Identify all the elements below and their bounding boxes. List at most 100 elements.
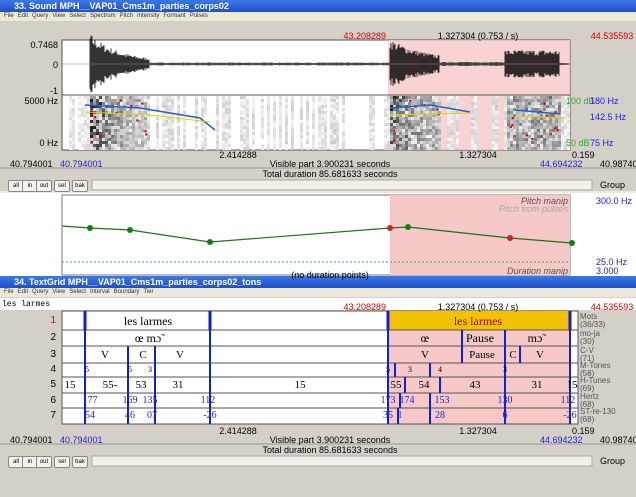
- button[interactable]: sel: [54, 456, 70, 468]
- spectrogram-cell: [108, 141, 111, 144]
- menu-item[interactable]: Interval: [89, 289, 110, 295]
- menu-item[interactable]: Select: [69, 289, 86, 295]
- spectrogram-cell: [201, 135, 204, 138]
- spectrogram-cell: [318, 132, 321, 135]
- text-field[interactable]: [0, 298, 636, 310]
- interval-label: 112: [200, 394, 216, 406]
- button[interactable]: in: [22, 456, 38, 468]
- time: 1.327304 (0.753 / s): [437, 31, 519, 41]
- spectrogram-cell: [108, 120, 111, 123]
- button[interactable]: out: [36, 456, 52, 468]
- menu-item[interactable]: Select: [69, 13, 86, 19]
- spectrogram-cell: [492, 96, 495, 99]
- spectrogram-cell: [519, 99, 522, 102]
- menu-item[interactable]: Intensity: [136, 13, 160, 19]
- spectrogram-cell: [225, 144, 228, 147]
- spectrogram-cell: [126, 117, 129, 120]
- menu-item[interactable]: Query: [32, 289, 49, 295]
- spectrogram-cell: [336, 96, 339, 99]
- spectrogram-cell: [267, 129, 270, 132]
- menu-item[interactable]: Boundary: [113, 289, 140, 295]
- spectrogram-cell: [435, 141, 438, 144]
- spectrogram-cell: [387, 111, 390, 114]
- menu-item[interactable]: Pitch: [119, 13, 133, 19]
- spectrogram-cell: [162, 96, 165, 99]
- spectrogram-cell: [165, 141, 168, 144]
- spectrogram-cell: [321, 120, 324, 123]
- spectrogram-cell: [291, 138, 294, 141]
- spectrogram-cell: [240, 135, 243, 138]
- spectrogram-cell: [132, 132, 135, 135]
- spectrogram-cell: [195, 129, 198, 132]
- menu-item[interactable]: Spectrum: [89, 13, 116, 19]
- spectrogram-cell: [87, 147, 90, 150]
- spectrogram-cell: [399, 144, 402, 147]
- spectrogram-cell: [222, 138, 225, 141]
- spectrogram-cell: [423, 135, 426, 138]
- button[interactable]: bak: [72, 456, 88, 468]
- spectrogram-cell: [96, 144, 99, 147]
- spectrogram-cell: [120, 123, 123, 126]
- spectrogram-cell: [528, 126, 531, 129]
- spectrogram-cell: [330, 102, 333, 105]
- spectrogram-cell: [558, 117, 561, 120]
- menu-item[interactable]: File: [4, 13, 14, 19]
- spectrogram-cell: [279, 144, 282, 147]
- spectrogram-cell: [99, 102, 102, 105]
- spectrogram-cell: [291, 147, 294, 150]
- spectrogram-cell: [96, 132, 99, 135]
- spectrogram-cell: [417, 114, 420, 117]
- checkbox[interactable]: Group: [600, 456, 626, 466]
- spectrogram-cell: [102, 96, 105, 99]
- spectrogram-cell: [78, 129, 81, 132]
- button[interactable]: bak: [72, 180, 88, 192]
- spectrogram-cell: [147, 132, 150, 135]
- spectrogram-cell: [555, 147, 558, 150]
- spectrogram-cell: [93, 102, 96, 105]
- spectrogram-cell: [507, 117, 510, 120]
- tier-number: 2: [50, 332, 56, 343]
- spectrogram-cell: [138, 135, 141, 138]
- spectrogram-cell: [168, 108, 171, 111]
- spectrogram-cell: [567, 99, 570, 102]
- menu-item[interactable]: Pulses: [189, 13, 208, 19]
- menu-item[interactable]: Formant: [163, 13, 186, 19]
- spectrogram-cell: [435, 144, 438, 147]
- menu-item[interactable]: Query: [32, 13, 49, 19]
- spectrogram-cell: [474, 96, 477, 99]
- button[interactable]: out: [36, 180, 52, 192]
- spectrogram-cell: [279, 132, 282, 135]
- spectrogram-cell: [417, 99, 420, 102]
- spectrogram-cell: [111, 132, 114, 135]
- spectrogram-cell: [474, 108, 477, 111]
- spectrogram-cell: [84, 117, 87, 120]
- spectrogram-cell: [306, 117, 309, 120]
- spectrogram-cell: [528, 141, 531, 144]
- button[interactable]: sel: [54, 180, 70, 192]
- menu-item[interactable]: File: [4, 289, 14, 295]
- spectrogram-cell: [165, 96, 168, 99]
- spectrogram-cell: [243, 96, 246, 99]
- checkbox[interactable]: Group: [600, 180, 626, 190]
- spectrogram-cell: [402, 135, 405, 138]
- spectrogram-cell: [195, 120, 198, 123]
- menu-item[interactable]: View: [52, 289, 66, 295]
- menu-item[interactable]: View: [52, 13, 66, 19]
- spectrogram-cell: [414, 135, 417, 138]
- spectrogram-cell: [318, 114, 321, 117]
- spectrogram-cell: [306, 102, 309, 105]
- spectrogram-cell: [534, 102, 537, 105]
- spectrogram-cell: [123, 132, 126, 135]
- menu-item[interactable]: Edit: [17, 289, 29, 295]
- menu-item[interactable]: Edit: [17, 13, 29, 19]
- text-input[interactable]: les larmes: [2, 300, 51, 309]
- spectrogram-cell: [246, 126, 249, 129]
- spectrogram-cell: [126, 114, 129, 117]
- spectrogram-cell: [93, 129, 96, 132]
- menu-item[interactable]: Tier: [143, 289, 154, 295]
- spectrogram-cell: [567, 135, 570, 138]
- spectrogram-cell: [426, 108, 429, 111]
- spectrogram-cell: [246, 144, 249, 147]
- spectrogram-cell: [393, 132, 396, 135]
